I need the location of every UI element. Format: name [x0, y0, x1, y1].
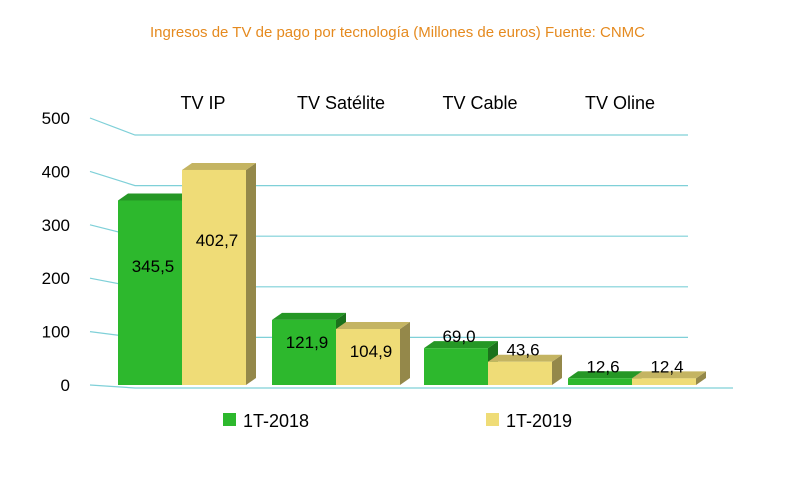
bar — [632, 371, 706, 385]
legend-item: 1T-2019 — [486, 411, 572, 431]
y-tick-label: 300 — [42, 216, 70, 235]
bars — [118, 162, 706, 385]
bar-top — [568, 371, 642, 379]
bar — [488, 354, 562, 385]
legend: 1T-2018 1T-2019 — [223, 411, 572, 431]
bar-side — [552, 354, 562, 385]
grid-line — [89, 170, 688, 187]
legend-label: 1T-2018 — [243, 411, 309, 431]
bar-front — [118, 200, 182, 385]
bar-top — [632, 371, 706, 379]
bar-side — [246, 162, 256, 385]
bar-front — [632, 378, 696, 385]
category-labels: TV IP TV Satélite TV Cable TV Oline — [180, 93, 655, 113]
y-tick-label: 100 — [42, 323, 70, 342]
bar-front — [336, 328, 400, 385]
category-label: TV IP — [180, 93, 225, 113]
bar — [424, 341, 498, 385]
chart-title: Ingresos de TV de pago por tecnología (M… — [150, 24, 645, 41]
bar-front — [272, 319, 336, 385]
bar-top — [182, 162, 256, 170]
y-tick-label: 200 — [42, 269, 70, 288]
category-label: TV Cable — [442, 93, 517, 113]
bar-top — [336, 321, 410, 329]
bar-top — [488, 354, 562, 362]
y-tick-label: 500 — [42, 109, 70, 128]
bar-front — [488, 361, 552, 385]
data-label: 12,4 — [650, 357, 683, 376]
legend-swatch — [223, 413, 236, 426]
bar-front — [568, 378, 632, 385]
data-label: 121,9 — [286, 333, 329, 352]
legend-item: 1T-2018 — [223, 411, 309, 431]
bar-side — [400, 321, 410, 385]
legend-swatch — [486, 413, 499, 426]
bar-top — [272, 312, 346, 320]
data-label: 402,7 — [196, 231, 239, 250]
bar — [118, 193, 192, 385]
legend-label: 1T-2019 — [506, 411, 572, 431]
data-label: 43,6 — [506, 341, 539, 360]
bar-front — [182, 169, 246, 385]
bar-top — [424, 341, 498, 349]
category-label: TV Satélite — [297, 93, 385, 113]
data-label: 104,9 — [350, 342, 393, 361]
data-label: 12,6 — [586, 357, 619, 376]
y-axis-ticks: 0 100 200 300 400 500 — [42, 109, 70, 395]
bar — [182, 162, 256, 385]
category-label: TV Oline — [585, 93, 655, 113]
bar — [336, 321, 410, 385]
data-label: 345,5 — [132, 257, 175, 276]
axis-base-line — [89, 384, 733, 389]
bar-top — [118, 193, 192, 201]
bar-side — [696, 371, 706, 385]
grid-line — [89, 117, 688, 136]
bar-front — [424, 348, 488, 385]
y-tick-label: 400 — [42, 162, 70, 181]
data-label: 69,0 — [442, 327, 475, 346]
y-tick-label: 0 — [61, 376, 70, 395]
data-labels: 345,5 402,7 121,9 104,9 69,0 43,6 12,6 12,4 — [132, 231, 684, 376]
